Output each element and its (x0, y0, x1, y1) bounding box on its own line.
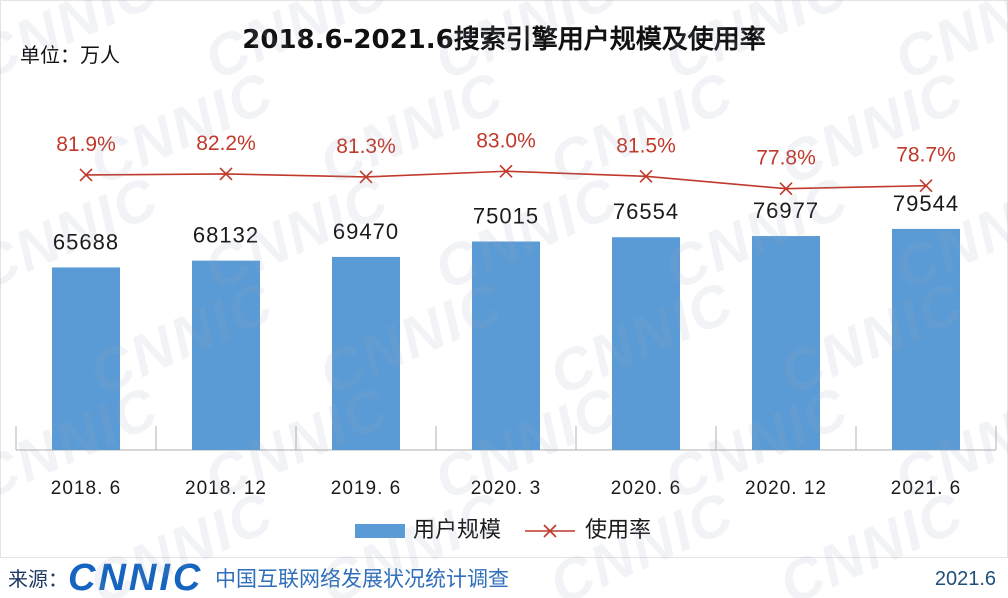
bar (612, 237, 680, 450)
legend-line-swatch (525, 524, 575, 538)
org-name: 中国互联网络发展状况统计调查 (215, 567, 509, 591)
bar (52, 267, 120, 450)
x-tick-label: 2020. 3 (471, 478, 541, 499)
bar (892, 228, 960, 450)
rate-marker-x (79, 168, 93, 182)
rate-marker-x (219, 167, 233, 181)
legend-x-marker (543, 524, 557, 538)
rate-value-label: 81.3% (336, 135, 396, 158)
rate-marker (499, 164, 513, 178)
x-tick-label: 2018. 6 (51, 478, 121, 499)
rate-marker-x (499, 164, 513, 178)
rate-value-label: 83.0% (476, 129, 536, 152)
x-tick-label: 2021. 6 (891, 478, 961, 499)
rate-line (85, 170, 927, 190)
bar-value-label: 65688 (53, 229, 119, 254)
x-tick-label: 2020. 6 (611, 478, 681, 499)
rate-marker-x (779, 182, 793, 196)
report-date: 2021.6 (934, 568, 996, 590)
bar (472, 241, 540, 450)
rate-value-label: 81.5% (616, 134, 676, 157)
bar-value-label: 68132 (193, 223, 259, 248)
rate-marker (219, 167, 233, 181)
bar-value-label: 76554 (613, 199, 679, 224)
chart-title: 2018.6-2021.6搜索引擎用户规模及使用率 (242, 25, 766, 55)
rate-marker (79, 168, 93, 182)
rate-marker-x (919, 179, 933, 193)
rate-marker-x (639, 169, 653, 183)
rate-marker (359, 170, 373, 184)
x-tick-label: 2018. 12 (185, 478, 267, 499)
unit-label: 单位：万人 (20, 43, 120, 67)
source-label: 来源： (8, 567, 68, 591)
bar-value-label: 79544 (893, 191, 959, 216)
legend-bar-label: 用户规模 (413, 518, 502, 543)
rate-value-label: 82.2% (196, 132, 256, 155)
bar (332, 256, 400, 450)
bar (752, 236, 820, 450)
rate-value-label: 78.7% (896, 144, 956, 167)
rate-marker (779, 182, 793, 196)
legend-line-label: 使用率 (585, 518, 652, 543)
bar-value-label: 75015 (473, 204, 539, 229)
rate-value-label: 77.8% (756, 147, 816, 170)
rate-marker-x (359, 170, 373, 184)
legend-bar-swatch (355, 524, 405, 538)
cnnic-logo: CNNIC (68, 557, 204, 598)
bar-value-label: 69470 (333, 219, 399, 244)
rate-marker (639, 169, 653, 183)
rate-marker (919, 179, 933, 193)
rate-value-label: 81.9% (56, 133, 116, 156)
x-tick-label: 2020. 12 (745, 478, 827, 499)
x-tick-label: 2019. 6 (331, 478, 401, 499)
bar-value-label: 76977 (753, 198, 819, 223)
bar (192, 260, 260, 450)
